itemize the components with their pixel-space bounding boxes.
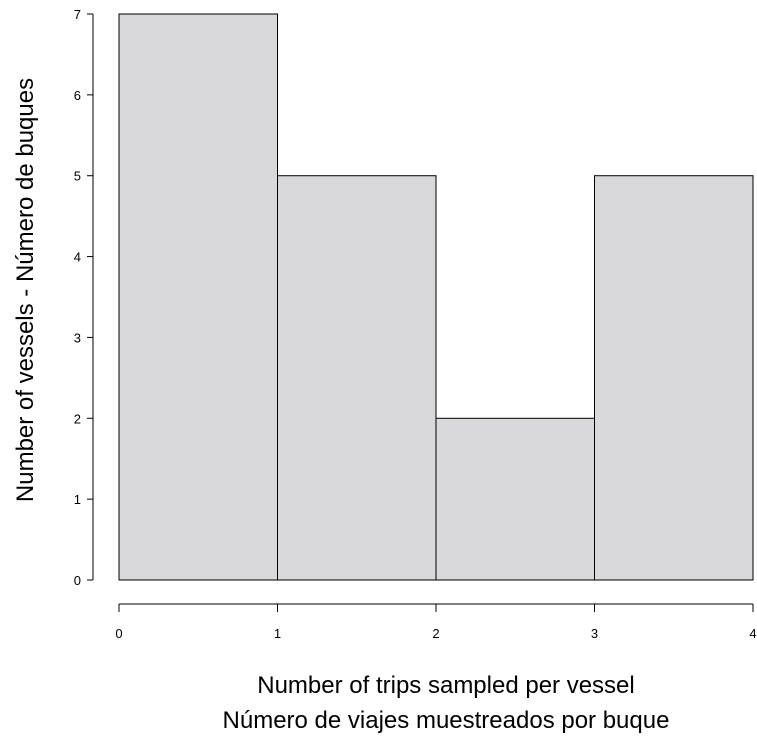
histogram-bar-2 [435,417,595,581]
x-axis: 0 1 2 3 4 [115,603,757,641]
y-tick-label-5: 5 [74,169,81,184]
histogram-bar-1 [277,175,437,581]
x-tick-label-3: 3 [591,626,598,641]
y-tick-label-1: 1 [74,492,81,507]
y-tick-label-4: 4 [74,250,81,265]
histogram-bar-0 [118,13,278,581]
x-axis-title: Number of trips sampled per vessel [257,672,634,699]
y-tick-label-6: 6 [74,88,81,103]
x-tick-label-4: 4 [749,626,756,641]
x-tick-label-0: 0 [115,626,122,641]
y-tick-label-0: 0 [74,573,81,588]
bars [118,13,754,581]
x-axis-title-secondary: Número de viajes muestreados por buque [223,707,670,734]
y-axis-title: Number of vessels - Número de buques [12,78,39,502]
y-tick-label-3: 3 [74,330,81,345]
y-tick-label-7: 7 [74,7,81,22]
y-axis: 0 1 2 3 4 5 6 7 [74,7,94,588]
x-tick-label-2: 2 [432,626,439,641]
x-tick-label-1: 1 [274,626,281,641]
histogram-bar-3 [594,175,754,581]
y-tick-label-2: 2 [74,411,81,426]
